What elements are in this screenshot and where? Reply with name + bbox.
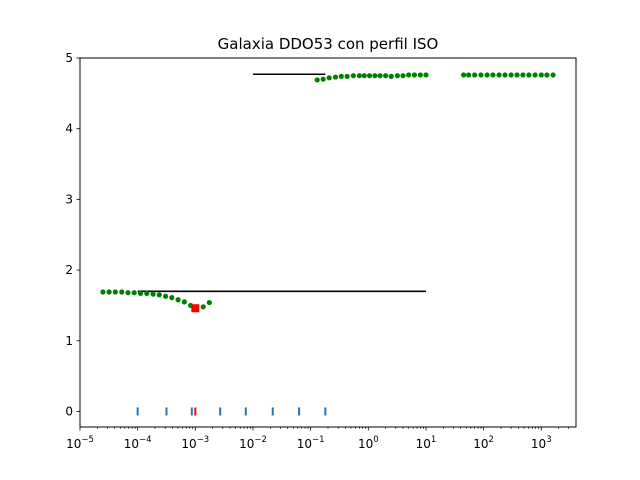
- data-point: [206, 299, 212, 306]
- data-point: [538, 72, 544, 78]
- plot-marks: [100, 72, 556, 416]
- data-point: [366, 73, 373, 79]
- data-point: [520, 72, 526, 78]
- y-tick-label: 5: [65, 51, 73, 65]
- data-point: [175, 297, 181, 303]
- data-point: [388, 73, 394, 79]
- x-tick-label: 100: [358, 435, 379, 451]
- data-point: [344, 73, 350, 79]
- data-point: [361, 73, 367, 79]
- data-point: [137, 290, 144, 296]
- axes: 0 1 2 3 4 5 10−5 10−4 10−3 10−2 10−1 100 101 102 103: [65, 51, 570, 451]
- data-point: [200, 304, 206, 310]
- data-point: [150, 291, 156, 297]
- data-point: [162, 293, 169, 299]
- x-tick-label: 102: [473, 435, 494, 451]
- data-point: [423, 72, 429, 78]
- data-point: [502, 72, 508, 78]
- data-point: [478, 72, 484, 78]
- chart-title: Galaxia DDO53 con perfil ISO: [218, 35, 439, 53]
- data-point: [112, 289, 118, 295]
- data-point: [544, 72, 550, 78]
- data-point: [411, 72, 417, 78]
- data-point: [350, 73, 356, 79]
- data-point: [532, 72, 538, 78]
- data-point: [156, 292, 162, 298]
- data-point: [383, 73, 389, 79]
- data-point: [472, 72, 478, 78]
- highlight-marker: [191, 304, 200, 313]
- data-point: [400, 73, 406, 79]
- x-tick-label: 10−4: [124, 435, 152, 451]
- data-point: [314, 77, 320, 83]
- data-point: [169, 295, 175, 301]
- data-point: [356, 73, 362, 79]
- data-point: [332, 74, 339, 80]
- y-tick-label: 2: [65, 263, 73, 277]
- data-point: [144, 290, 150, 296]
- data-point: [338, 73, 344, 79]
- y-tick-label: 3: [65, 192, 73, 206]
- x-tick-label: 10−3: [181, 435, 209, 451]
- data-point: [377, 73, 383, 79]
- x-tick-label: 103: [531, 435, 552, 451]
- data-point: [406, 72, 412, 78]
- data-point: [490, 72, 496, 78]
- data-point: [181, 299, 187, 305]
- x-tick-label: 10−5: [66, 435, 94, 451]
- data-point: [100, 289, 106, 295]
- data-point: [106, 289, 112, 295]
- y-tick-label: 4: [65, 122, 73, 136]
- y-tick-label: 1: [65, 334, 73, 348]
- data-point: [372, 73, 378, 79]
- data-point: [514, 72, 520, 78]
- data-point: [326, 75, 332, 81]
- data-point: [394, 73, 401, 79]
- data-point: [125, 290, 131, 296]
- data-point: [550, 72, 556, 78]
- x-tick-label: 10−2: [239, 435, 267, 451]
- data-point: [496, 72, 502, 78]
- y-tick-label: 0: [65, 404, 73, 418]
- data-point: [461, 72, 467, 78]
- data-point: [526, 72, 532, 78]
- x-tick-label: 101: [416, 435, 437, 451]
- data-point: [466, 72, 472, 78]
- data-point: [320, 76, 326, 82]
- data-point: [417, 72, 423, 78]
- data-point: [131, 290, 137, 296]
- data-point: [484, 72, 490, 78]
- data-point: [508, 72, 514, 78]
- data-point: [119, 289, 125, 295]
- x-tick-label: 10−1: [297, 435, 325, 451]
